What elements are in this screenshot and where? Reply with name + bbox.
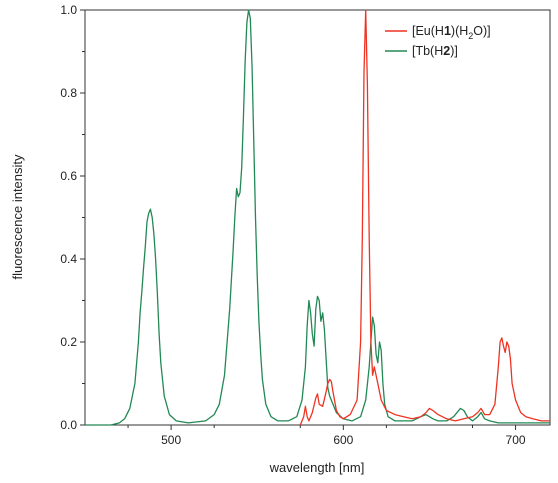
x-axis-title: wavelength [nm] — [269, 460, 365, 475]
legend-label: [Eu(H1)(H2O)] — [412, 24, 491, 41]
y-axis-title: fluorescence intensity — [10, 154, 25, 280]
series-line-eu — [299, 9, 550, 426]
x-tick-label: 500 — [161, 433, 181, 447]
series-lines — [85, 9, 550, 426]
series-line-tb — [85, 9, 550, 426]
y-tick-label: 0.0 — [60, 418, 77, 432]
plot-frame — [84, 9, 551, 426]
ticks: 500 600 700 0.0 0.2 0.4 0.6 0.8 1.0 — [60, 3, 526, 447]
legend-label: [Tb(H2)] — [412, 44, 458, 58]
x-tick-label: 700 — [506, 433, 526, 447]
legend: [Eu(H1)(H2O)] [Tb(H2)] — [385, 24, 491, 58]
y-tick-label: 0.6 — [60, 169, 77, 183]
y-tick-label: 1.0 — [60, 3, 77, 17]
y-tick-label: 0.4 — [60, 252, 77, 266]
y-tick-label: 0.8 — [60, 86, 77, 100]
y-tick-label: 0.2 — [60, 335, 77, 349]
x-tick-label: 600 — [333, 433, 353, 447]
